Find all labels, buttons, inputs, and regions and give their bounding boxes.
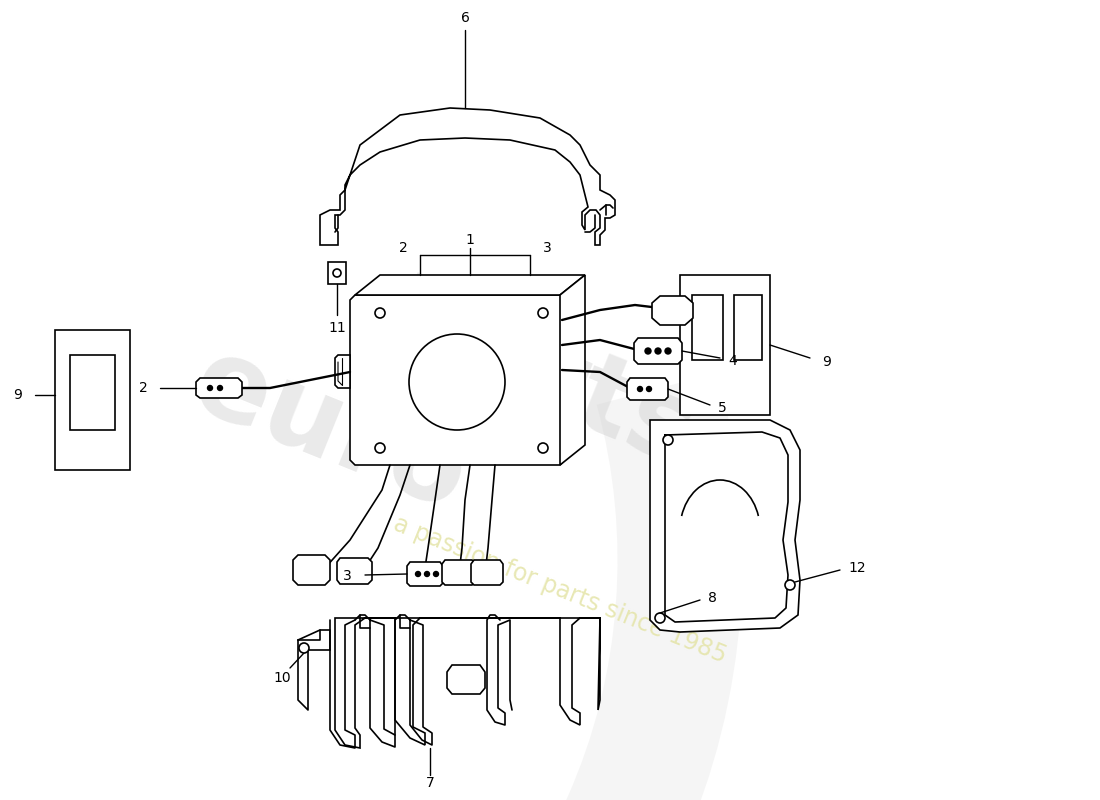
Circle shape: [538, 443, 548, 453]
Circle shape: [433, 571, 439, 577]
Polygon shape: [471, 560, 503, 585]
Polygon shape: [680, 275, 770, 415]
Polygon shape: [55, 330, 130, 470]
Circle shape: [375, 308, 385, 318]
Text: 5: 5: [718, 401, 727, 415]
Circle shape: [663, 435, 673, 445]
Bar: [328, 262, 346, 284]
Text: 3: 3: [543, 241, 552, 255]
Circle shape: [645, 348, 651, 354]
Circle shape: [416, 571, 420, 577]
Polygon shape: [560, 275, 585, 465]
Polygon shape: [337, 558, 372, 584]
Circle shape: [654, 348, 661, 354]
Polygon shape: [650, 420, 800, 632]
Text: 3: 3: [343, 569, 352, 583]
Text: 9: 9: [822, 355, 830, 369]
Circle shape: [638, 386, 642, 391]
Polygon shape: [293, 555, 330, 585]
Polygon shape: [336, 618, 600, 748]
Text: 6: 6: [461, 11, 470, 25]
Text: 2: 2: [399, 241, 408, 255]
Circle shape: [538, 308, 548, 318]
Circle shape: [654, 613, 666, 623]
Text: euro: euro: [177, 327, 483, 533]
Text: Parts: Parts: [368, 269, 712, 491]
Text: 1: 1: [465, 233, 474, 247]
Text: 12: 12: [848, 561, 866, 575]
Circle shape: [647, 386, 651, 391]
Text: 7: 7: [426, 776, 434, 790]
Polygon shape: [355, 275, 585, 295]
Circle shape: [333, 269, 341, 277]
Polygon shape: [652, 296, 693, 325]
Polygon shape: [447, 665, 485, 694]
Polygon shape: [734, 295, 762, 360]
Text: 4: 4: [728, 354, 737, 368]
Text: 2: 2: [140, 381, 148, 395]
Polygon shape: [692, 295, 723, 360]
Circle shape: [299, 643, 309, 653]
Polygon shape: [196, 378, 242, 398]
Polygon shape: [627, 378, 668, 400]
Circle shape: [375, 443, 385, 453]
Polygon shape: [634, 338, 682, 364]
Circle shape: [425, 571, 429, 577]
Polygon shape: [336, 355, 350, 388]
Polygon shape: [442, 560, 476, 585]
Polygon shape: [350, 295, 565, 465]
Polygon shape: [70, 355, 116, 430]
Polygon shape: [320, 108, 615, 245]
Text: a passion for parts since 1985: a passion for parts since 1985: [389, 512, 730, 668]
Circle shape: [218, 386, 222, 390]
Polygon shape: [407, 562, 443, 586]
Text: 9: 9: [13, 388, 22, 402]
Circle shape: [785, 580, 795, 590]
Circle shape: [666, 348, 671, 354]
Text: 10: 10: [273, 671, 290, 685]
Text: 11: 11: [328, 321, 345, 335]
Circle shape: [208, 386, 212, 390]
Circle shape: [409, 334, 505, 430]
Text: 8: 8: [708, 591, 717, 605]
